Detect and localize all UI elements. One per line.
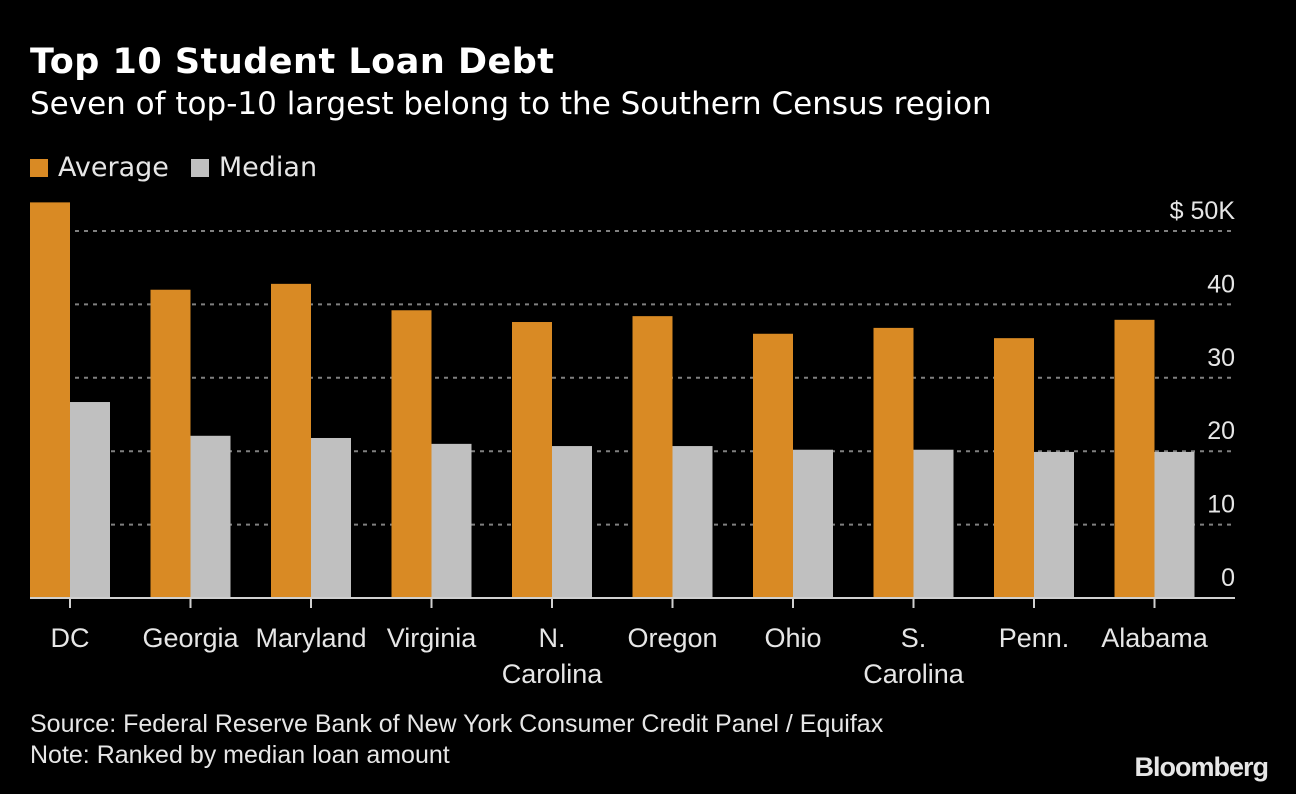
- x-tick-label: Virginia: [387, 623, 478, 653]
- bar-median: [913, 449, 954, 598]
- ranking-note: Note: Ranked by median loan amount: [30, 741, 450, 769]
- x-tick-label: Maryland: [255, 623, 366, 653]
- x-tick-label: N.: [539, 623, 566, 653]
- bar-average: [1114, 319, 1155, 598]
- bar-median: [793, 449, 833, 598]
- bar-average: [512, 322, 552, 598]
- chart-title: Top 10 Student Loan Debt: [30, 42, 555, 82]
- legend: Average Median: [30, 152, 339, 183]
- x-tick-label: Oregon: [627, 623, 717, 653]
- bar-median: [1154, 451, 1195, 598]
- legend-swatch-median: [190, 158, 209, 177]
- bar-median: [431, 443, 472, 598]
- bar-median: [672, 446, 713, 598]
- bar-median: [311, 437, 351, 598]
- legend-item-median: Median: [190, 152, 318, 183]
- legend-swatch-average: [30, 158, 48, 177]
- bar-median: [190, 435, 231, 598]
- bar-average: [30, 202, 70, 598]
- x-tick-label: Carolina: [502, 659, 604, 689]
- x-tick-label: Carolina: [863, 659, 965, 689]
- y-tick-label: 20: [1207, 417, 1235, 445]
- bar-average: [873, 327, 914, 598]
- y-tick-label: 30: [1207, 344, 1235, 372]
- legend-item-average: Average: [30, 152, 169, 183]
- y-tick-label: 40: [1207, 270, 1235, 298]
- y-tick-label: 0: [1221, 564, 1235, 592]
- bloomberg-logo: Bloomberg: [1134, 752, 1269, 782]
- x-tick-label: Penn.: [999, 623, 1070, 653]
- y-tick-label: $ 50K: [1170, 197, 1236, 225]
- bar-average: [994, 338, 1034, 598]
- bar-average: [753, 333, 793, 598]
- x-tick-label: Alabama: [1101, 623, 1209, 653]
- legend-label-median: Median: [218, 152, 318, 183]
- chart-subtitle: Seven of top-10 largest belong to the So…: [30, 86, 992, 122]
- bar-median: [70, 402, 110, 598]
- y-tick-label: 10: [1207, 491, 1235, 519]
- source-note: Source: Federal Reserve Bank of New York…: [30, 710, 884, 738]
- bar-average: [391, 310, 432, 598]
- x-tick-label: Ohio: [764, 623, 821, 653]
- x-tick-label: DC: [51, 623, 90, 653]
- bar-median: [552, 446, 592, 598]
- x-tick-label: Georgia: [142, 623, 239, 653]
- bar-median: [1034, 451, 1074, 598]
- x-tick-label: S.: [901, 623, 927, 653]
- legend-label-average: Average: [58, 152, 169, 183]
- bar-average: [150, 289, 191, 598]
- bar-average: [271, 283, 311, 598]
- bar-average: [632, 316, 673, 598]
